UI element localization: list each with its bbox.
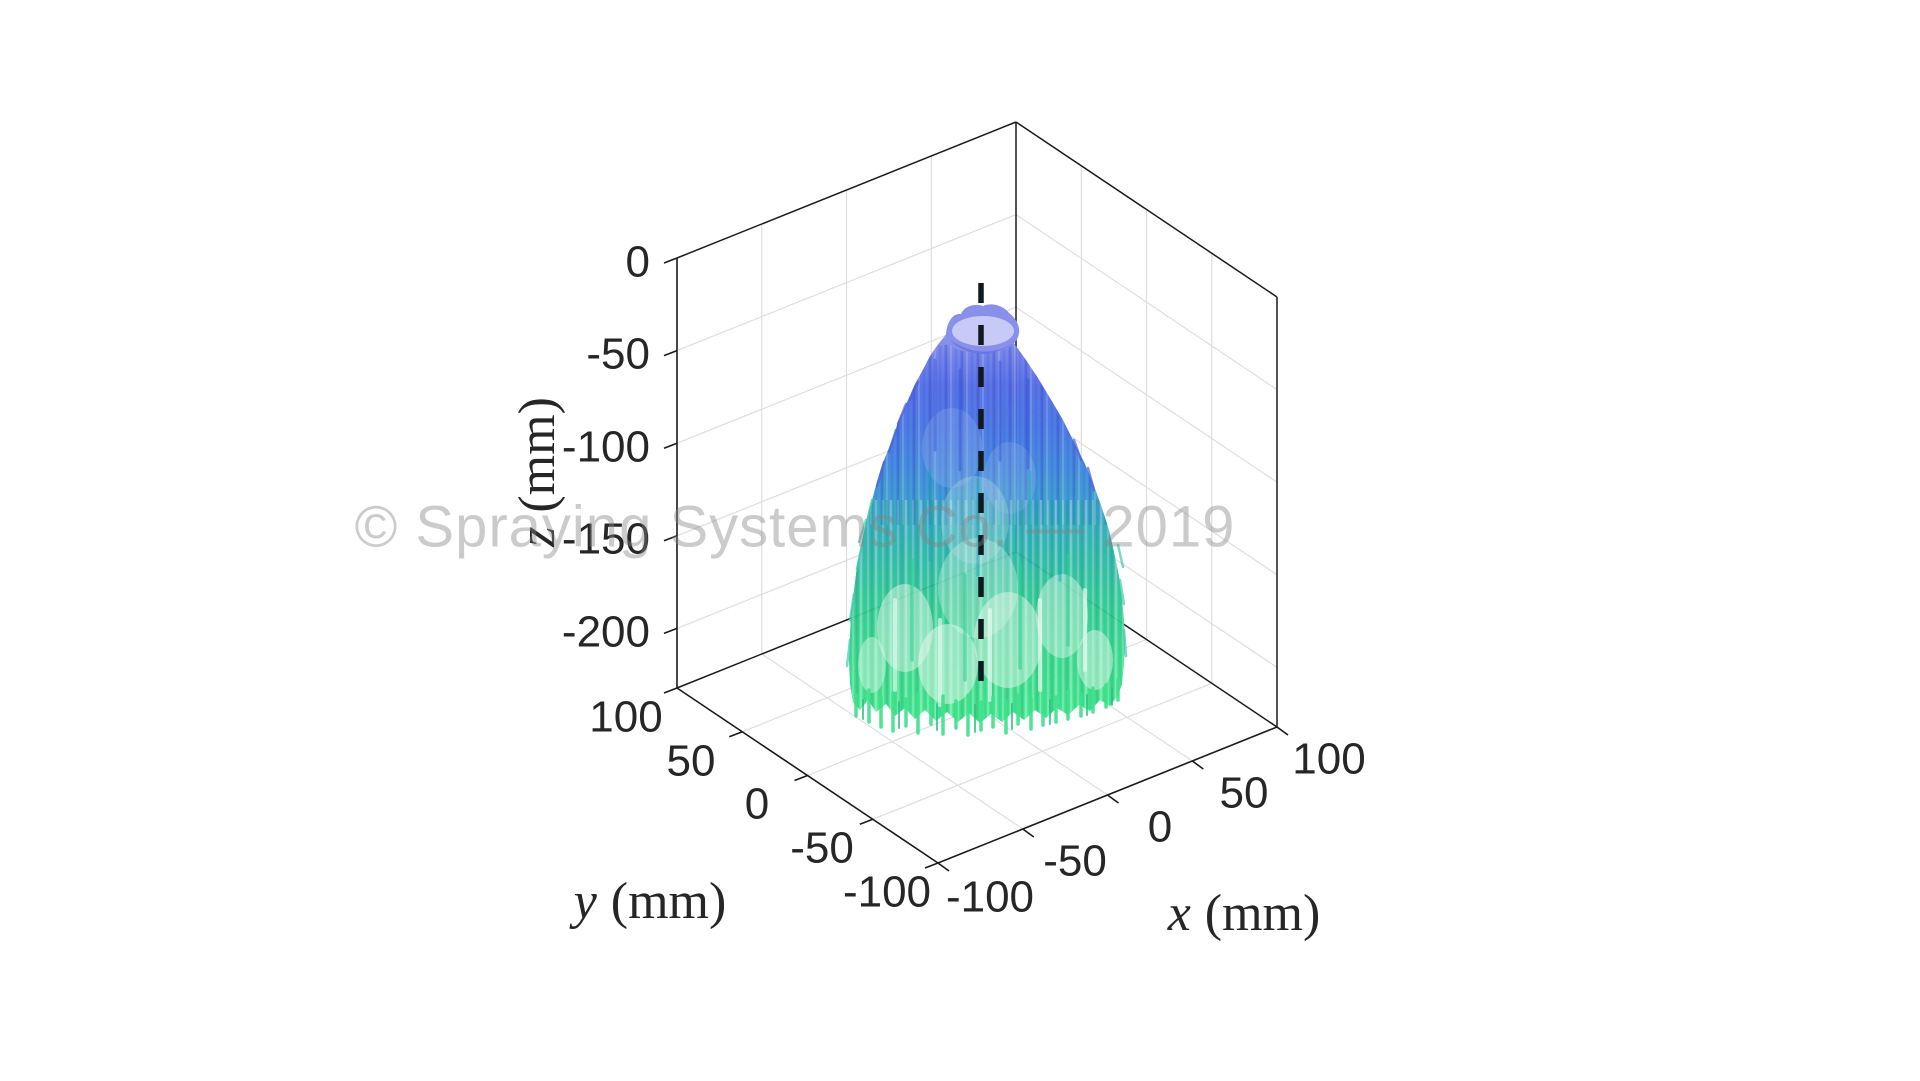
y-tick-label: 100 (589, 693, 662, 742)
y-axis-var: y (569, 873, 598, 930)
z-axis-label: z (mm) (509, 397, 566, 548)
z-tick-label: -100 (562, 423, 650, 472)
x-axis-var: x (1167, 885, 1191, 942)
x-tick-label: 50 (1220, 769, 1269, 818)
y-tick-label: 0 (745, 780, 769, 829)
x-tick-label: -50 (1043, 837, 1107, 886)
y-tick-label: 50 (667, 737, 716, 786)
z-axis-unit: (mm) (509, 397, 566, 513)
x-tick-label: -100 (946, 873, 1034, 922)
spray-plume (845, 304, 1128, 737)
spray-ligament-texture (849, 345, 1125, 723)
spray-edge-wisps (845, 380, 1128, 668)
y-tick-labels: 100 50 0 -50 -100 (589, 693, 931, 917)
z-axis-var: z (509, 527, 566, 548)
spray-bottom-fringe (854, 678, 1120, 737)
x-tick-label: 100 (1292, 735, 1365, 784)
z-tick-labels: 0 -50 -100 -150 -200 (562, 238, 650, 657)
z-tick-label: -200 (562, 608, 650, 657)
z-axis-ticks (663, 257, 678, 635)
z-tick-label: -150 (562, 515, 650, 564)
y-axis-unit: (mm) (611, 873, 727, 930)
y-tick-label: -50 (790, 824, 854, 873)
z-tick-label: -50 (586, 330, 650, 379)
x-tick-label: 0 (1148, 803, 1172, 852)
y-axis-ticks (663, 687, 939, 869)
z-tick-label: 0 (626, 238, 650, 287)
x-tick-labels: -100 -50 0 50 100 (946, 735, 1366, 922)
x-axis-label: x (mm) (1167, 885, 1321, 942)
spray-ligaments (893, 358, 1087, 707)
x-axis-ticks (937, 726, 1289, 872)
x-axis-unit: (mm) (1205, 885, 1321, 942)
y-axis-label: y (mm) (569, 873, 727, 930)
y-tick-label: -100 (843, 868, 931, 917)
